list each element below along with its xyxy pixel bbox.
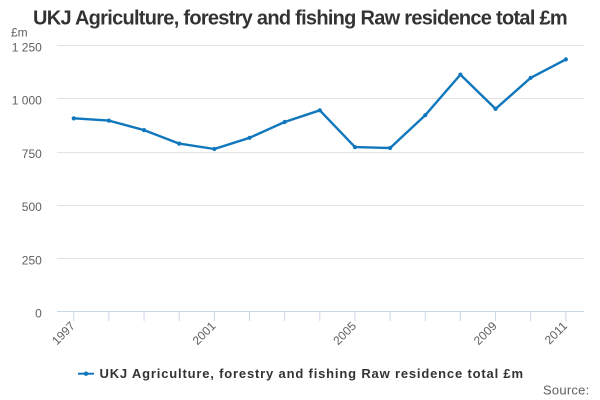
svg-text:0: 0 bbox=[35, 307, 42, 321]
svg-text:1 000: 1 000 bbox=[12, 94, 42, 108]
svg-text:UKJ Agriculture, forestry and: UKJ Agriculture, forestry and fishing Ra… bbox=[100, 366, 524, 381]
svg-text:750: 750 bbox=[22, 147, 42, 161]
svg-text:UKJ Agriculture, forestry and: UKJ Agriculture, forestry and fishing Ra… bbox=[33, 8, 567, 30]
svg-text:250: 250 bbox=[22, 253, 42, 267]
svg-text:1 250: 1 250 bbox=[12, 40, 42, 54]
svg-text:£m: £m bbox=[11, 26, 28, 40]
svg-text:Source:: Source: bbox=[543, 383, 590, 398]
svg-text:500: 500 bbox=[22, 200, 42, 214]
